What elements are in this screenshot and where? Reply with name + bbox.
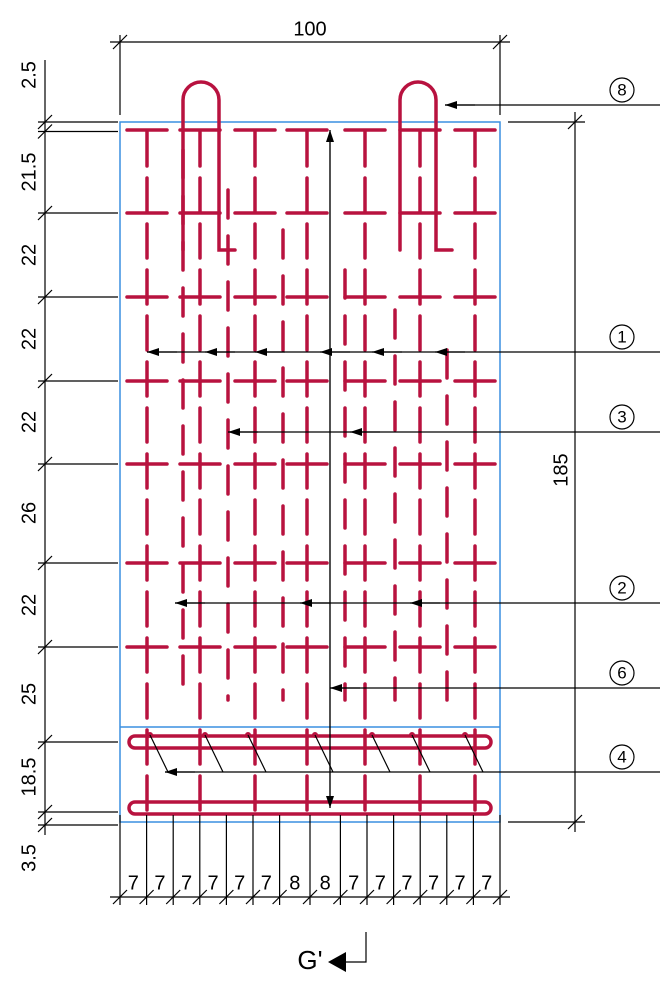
callout-label: 8 bbox=[617, 80, 626, 99]
dim-bottom: 7 bbox=[481, 872, 492, 894]
dim-tick bbox=[165, 889, 181, 905]
section-line bbox=[332, 932, 367, 963]
dim-bottom: 8 bbox=[289, 872, 300, 894]
tie-leader bbox=[464, 734, 484, 773]
dim-left: 22 bbox=[18, 594, 40, 616]
dim-tick bbox=[37, 205, 53, 221]
dim-bottom: 7 bbox=[375, 872, 386, 894]
dim-tick bbox=[112, 34, 128, 50]
hairpin bbox=[181, 80, 237, 252]
dim-tick bbox=[567, 114, 583, 130]
callout-label: 1 bbox=[617, 327, 626, 346]
tie-leader bbox=[149, 734, 169, 773]
callout-label: 4 bbox=[617, 747, 626, 766]
tie-leader bbox=[247, 734, 267, 773]
dim-tick bbox=[492, 889, 508, 905]
dim-tick bbox=[218, 889, 234, 905]
dim-bottom: 7 bbox=[128, 872, 139, 894]
dim-tick bbox=[139, 889, 155, 905]
dim-left: 25 bbox=[18, 683, 40, 705]
dim-tick bbox=[412, 889, 428, 905]
callout-circle bbox=[609, 404, 635, 430]
dim-tick bbox=[492, 34, 508, 50]
callout-circle bbox=[609, 660, 635, 686]
dim-bottom: 7 bbox=[261, 872, 272, 894]
dim-tick bbox=[245, 889, 261, 905]
dim-tick bbox=[37, 373, 53, 389]
dim-tick bbox=[302, 889, 318, 905]
bottom-bar bbox=[127, 734, 493, 750]
dim-left: 22 bbox=[18, 244, 40, 266]
dim-tick bbox=[37, 734, 53, 750]
dim-tick bbox=[439, 889, 455, 905]
tie-leader bbox=[314, 734, 334, 773]
dim-tick bbox=[37, 289, 53, 305]
tie-leader bbox=[204, 734, 224, 773]
dim-tick bbox=[37, 456, 53, 472]
section-mark: G' bbox=[297, 945, 322, 975]
dim-bottom: 7 bbox=[428, 872, 439, 894]
dim-tick bbox=[37, 114, 53, 130]
dim-bottom: 7 bbox=[154, 872, 165, 894]
callout-circle bbox=[609, 744, 635, 770]
dim-tick bbox=[359, 889, 375, 905]
bottom-bar bbox=[127, 800, 493, 816]
dim-tick bbox=[192, 889, 208, 905]
dim-tick bbox=[112, 889, 128, 905]
dim-tick bbox=[37, 124, 53, 139]
tie-leader bbox=[371, 734, 391, 773]
callout-circle bbox=[609, 77, 635, 103]
dim-tick bbox=[465, 889, 481, 905]
dim-bottom: 7 bbox=[455, 872, 466, 894]
dim-left: 22 bbox=[18, 411, 40, 433]
section-outline bbox=[119, 121, 501, 823]
dim-top: 100 bbox=[293, 18, 326, 40]
dim-bottom: 7 bbox=[348, 872, 359, 894]
dim-left: 3.5 bbox=[18, 844, 40, 872]
dim-right: 185 bbox=[550, 453, 572, 486]
dim-left: 21.5 bbox=[18, 153, 40, 192]
dim-bottom: 7 bbox=[401, 872, 412, 894]
callout-label: 6 bbox=[617, 663, 626, 682]
tie-leader bbox=[411, 734, 431, 773]
dim-left: 22 bbox=[18, 328, 40, 350]
dim-tick bbox=[272, 889, 288, 905]
dim-tick bbox=[37, 804, 53, 820]
dim-left: 26 bbox=[18, 502, 40, 524]
callout-circle bbox=[609, 324, 635, 350]
callout-label: 2 bbox=[617, 578, 626, 597]
hairpin bbox=[398, 80, 454, 252]
callout-label: 3 bbox=[617, 407, 626, 426]
dim-left: 2.5 bbox=[18, 61, 40, 89]
dim-tick bbox=[37, 639, 53, 655]
dim-bottom: 7 bbox=[208, 872, 219, 894]
rebars bbox=[125, 80, 497, 820]
callout-circle bbox=[609, 575, 635, 601]
dim-tick bbox=[37, 817, 53, 833]
dim-bottom: 7 bbox=[181, 872, 192, 894]
dim-tick bbox=[567, 814, 583, 830]
dim-bottom: 8 bbox=[320, 872, 331, 894]
dim-tick bbox=[332, 889, 348, 905]
dim-tick bbox=[386, 889, 402, 905]
dim-left: 18.5 bbox=[18, 758, 40, 797]
dim-bottom: 7 bbox=[234, 872, 245, 894]
dim-tick bbox=[37, 555, 53, 571]
